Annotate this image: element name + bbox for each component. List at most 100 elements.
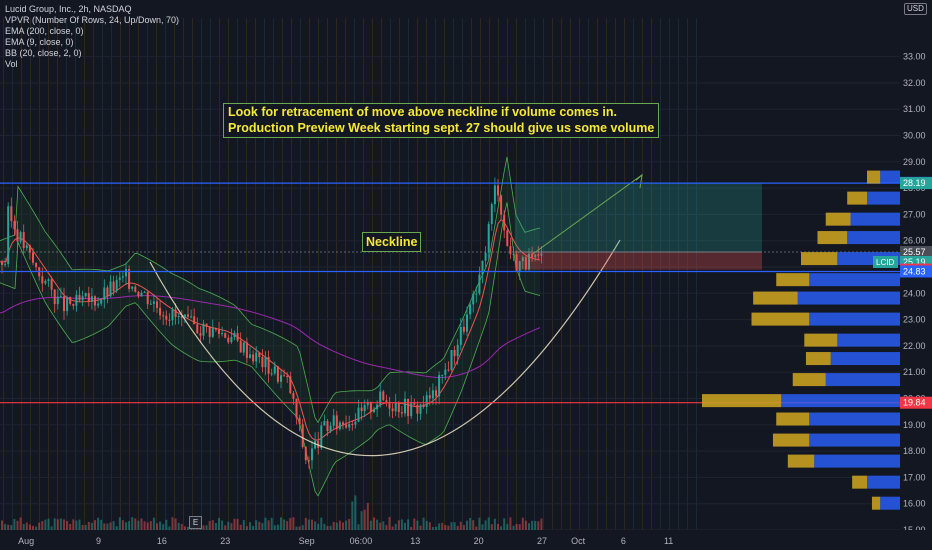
session-band: [543, 18, 544, 530]
session-band: [399, 18, 400, 530]
session-band: [354, 18, 355, 530]
volume-bar: [292, 517, 295, 530]
candle-body: [205, 323, 208, 327]
session-band: [228, 18, 229, 530]
candle-body: [75, 294, 78, 306]
candle-body: [534, 254, 537, 258]
candle-body: [400, 412, 403, 414]
candle-body: [69, 296, 72, 304]
candle-body: [227, 337, 230, 343]
candle-body: [397, 402, 400, 413]
currency-badge[interactable]: USD: [904, 3, 927, 15]
volume-bar: [221, 520, 224, 530]
candle-body: [143, 291, 146, 293]
time-tick-label: 6: [621, 536, 626, 546]
candle-body: [311, 448, 313, 461]
candle-body: [391, 408, 394, 412]
volume-bar: [540, 518, 543, 530]
volume-bar: [270, 517, 273, 530]
volume-bar: [298, 526, 301, 530]
volume-bar: [187, 526, 189, 530]
candle-body: [338, 422, 341, 430]
volume-bar: [38, 522, 41, 530]
volume-bar: [59, 518, 62, 530]
session-band: [147, 18, 148, 530]
candle-body: [521, 257, 524, 262]
time-tick-label: Aug: [18, 536, 34, 546]
candle-body: [187, 314, 189, 317]
volume-bar: [276, 524, 279, 530]
time-tick-label: Sep: [299, 536, 315, 546]
candle-body: [19, 232, 22, 242]
volume-bar: [109, 522, 112, 530]
volume-bar: [413, 518, 416, 530]
vpvr-down-bar: [850, 212, 900, 226]
volume-bar: [490, 524, 493, 530]
volume-bar: [66, 520, 69, 530]
session-band: [30, 18, 31, 530]
session-band: [462, 18, 463, 530]
candle-body: [90, 296, 93, 302]
price-tick-label: 29.00: [903, 157, 926, 167]
volume-bar: [115, 526, 118, 530]
volume-bar: [72, 519, 75, 530]
time-axis-bg: [0, 530, 932, 550]
volume-bar: [379, 522, 382, 530]
volume-bar: [146, 522, 149, 530]
volume-bar: [218, 518, 220, 530]
candle-body: [304, 447, 307, 461]
candle-body: [301, 424, 304, 448]
volume-bar: [137, 520, 140, 530]
volume-bar: [354, 495, 357, 530]
volume-bar: [118, 517, 121, 530]
volume-bar: [342, 522, 344, 530]
candle-body: [25, 245, 28, 249]
volume-bar: [304, 517, 307, 530]
candle-body: [394, 402, 397, 412]
volume-bar: [314, 521, 317, 530]
volume-bar: [25, 522, 28, 530]
earnings-badge[interactable]: E: [189, 516, 202, 529]
session-band: [165, 18, 166, 530]
volume-bar: [521, 517, 524, 530]
volume-bar: [497, 523, 499, 530]
vpvr-down-bar: [847, 231, 900, 245]
vpvr-down-bar: [880, 496, 900, 510]
session-band: [282, 18, 283, 530]
volume-bar: [307, 519, 310, 530]
volume-bar: [428, 522, 431, 530]
volume-bar: [10, 525, 13, 530]
candle-body: [177, 316, 180, 318]
candle-body: [97, 303, 100, 306]
candle-body: [13, 221, 16, 230]
ticker-badge-bg: [873, 256, 898, 269]
indicator-ema9: EMA (9, close, 0): [5, 37, 74, 47]
volume-bar: [267, 520, 270, 530]
session-band: [327, 18, 328, 530]
volume-bar: [311, 519, 313, 530]
neckline-label[interactable]: Neckline: [362, 232, 422, 252]
candle-body: [4, 263, 7, 265]
candle-body: [44, 280, 47, 284]
candle-body: [487, 224, 490, 253]
volume-bar: [407, 519, 410, 530]
session-band: [273, 18, 274, 530]
volume-bar: [22, 524, 25, 530]
session-band: [669, 18, 670, 530]
vpvr-up-bar: [792, 373, 826, 387]
time-tick-label: 13: [410, 536, 420, 546]
vpvr-up-bar: [825, 212, 851, 226]
session-band: [336, 18, 337, 530]
volume-bar: [264, 517, 267, 530]
cup-curve: [149, 239, 621, 457]
volume-bar: [335, 522, 338, 530]
time-tick-label: 16: [157, 536, 167, 546]
position-target-zone: [514, 183, 762, 253]
volume-bar: [332, 521, 335, 530]
volume-bar: [351, 501, 354, 530]
volume-bar: [171, 517, 174, 530]
volume-bar: [425, 520, 428, 530]
candle-body: [255, 352, 258, 362]
annotation-box[interactable]: Look for retracement of move above neckl…: [223, 103, 660, 138]
